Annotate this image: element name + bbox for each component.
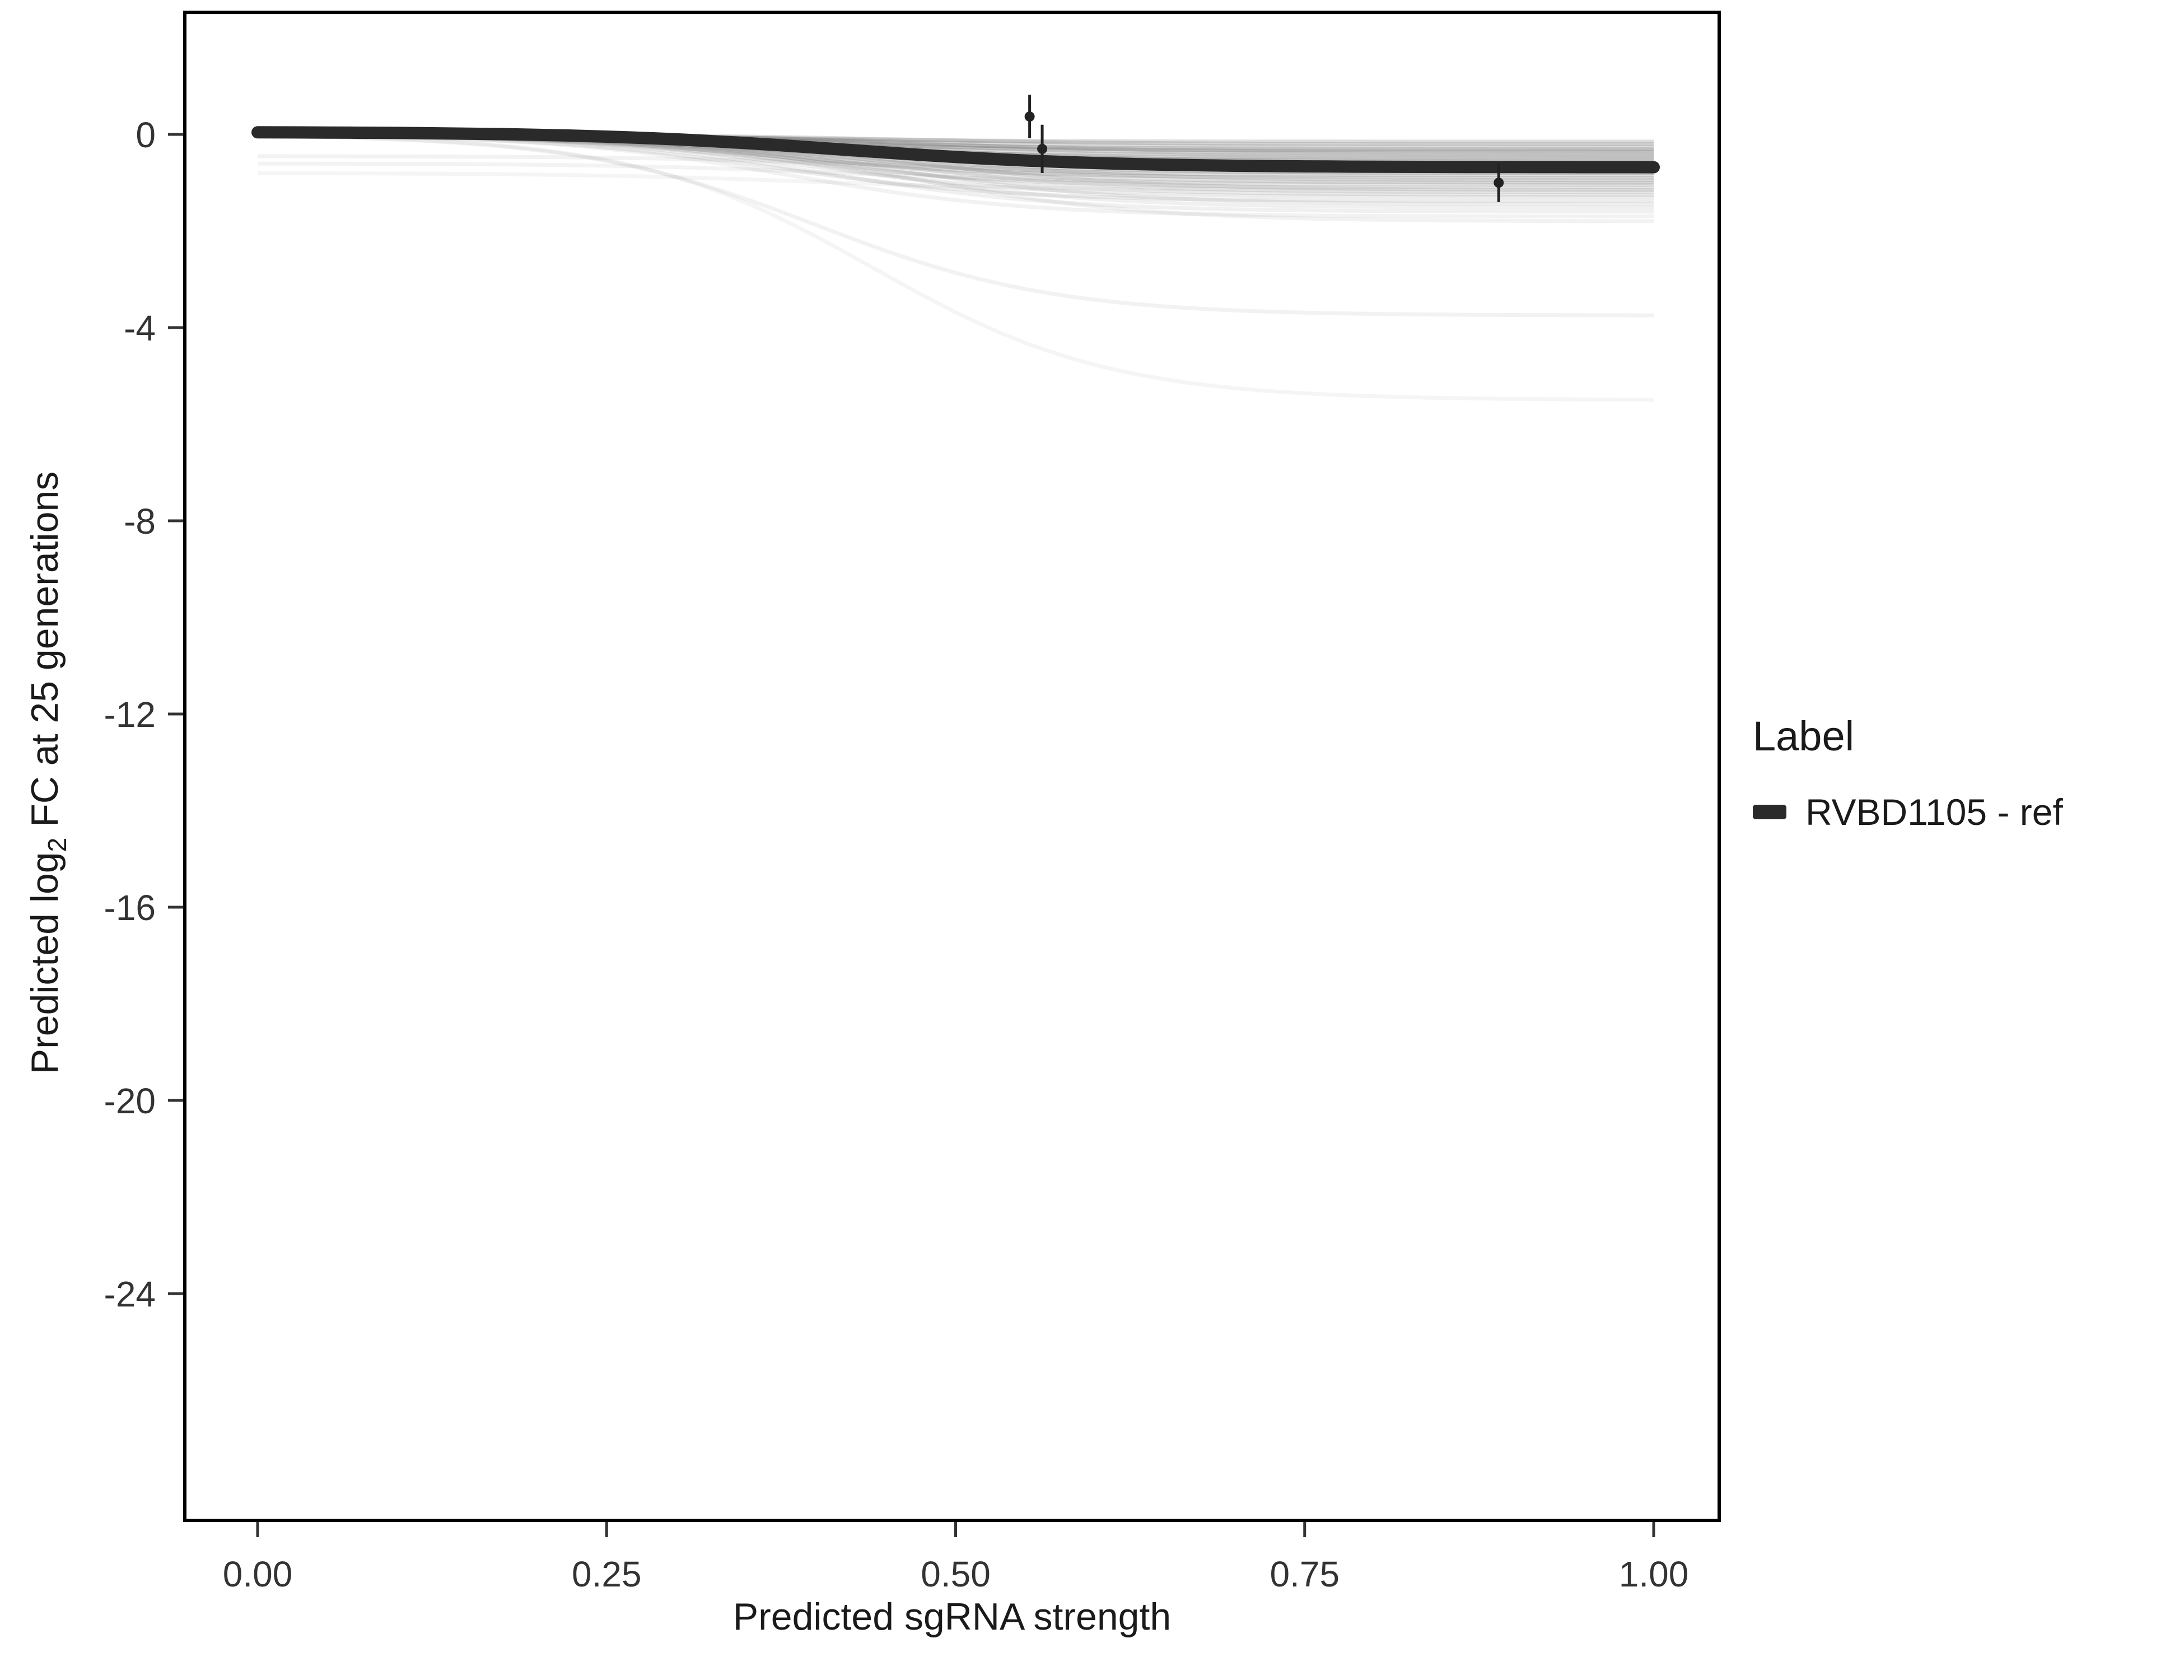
x-tick-label: 0.50 — [921, 1554, 991, 1594]
y-axis-title-post: FC at 25 generations — [24, 471, 67, 838]
y-axis-title-pre: Predicted log — [24, 852, 67, 1075]
legend: Label RVBD1105 - ref — [1753, 712, 2063, 833]
ensemble-curve — [257, 134, 1654, 318]
ensemble-curve — [257, 133, 1654, 218]
data-point — [1024, 111, 1035, 122]
y-tick-label: -20 — [104, 1081, 156, 1121]
main-series-line — [251, 126, 1660, 174]
x-axis-title-text: Predicted sgRNA strength — [732, 1595, 1172, 1638]
y-tick-label: -12 — [104, 694, 156, 735]
data-point — [1037, 143, 1048, 154]
y-tick-label: -8 — [124, 501, 156, 542]
legend-key-line-swatch — [1753, 805, 1786, 819]
x-tick-label: 0.00 — [223, 1554, 293, 1594]
data-point — [1494, 178, 1504, 188]
legend-item-label: RVBD1105 - ref — [1805, 791, 2063, 833]
ensemble-curve — [257, 171, 1654, 192]
ensemble-curve — [257, 134, 1654, 402]
y-axis-title: Predicted log2 FC at 25 generations — [23, 472, 72, 1075]
y-tick-label: -4 — [124, 308, 156, 348]
y-axis-title-sub: 2 — [42, 837, 72, 852]
y-tick-label: 0 — [136, 115, 156, 155]
legend-item: RVBD1105 - ref — [1753, 791, 2063, 833]
ensemble-curve — [257, 161, 1654, 185]
x-tick-label: 0.75 — [1270, 1554, 1340, 1594]
x-axis-title: Predicted sgRNA strength — [185, 1595, 1719, 1639]
panel-border — [183, 11, 1721, 1522]
y-tick-label: -24 — [104, 1274, 156, 1314]
x-tick-label: 1.00 — [1619, 1554, 1689, 1594]
legend-title: Label — [1753, 713, 1855, 759]
y-tick-label: -16 — [104, 888, 156, 928]
x-tick-label: 0.25 — [572, 1554, 642, 1594]
